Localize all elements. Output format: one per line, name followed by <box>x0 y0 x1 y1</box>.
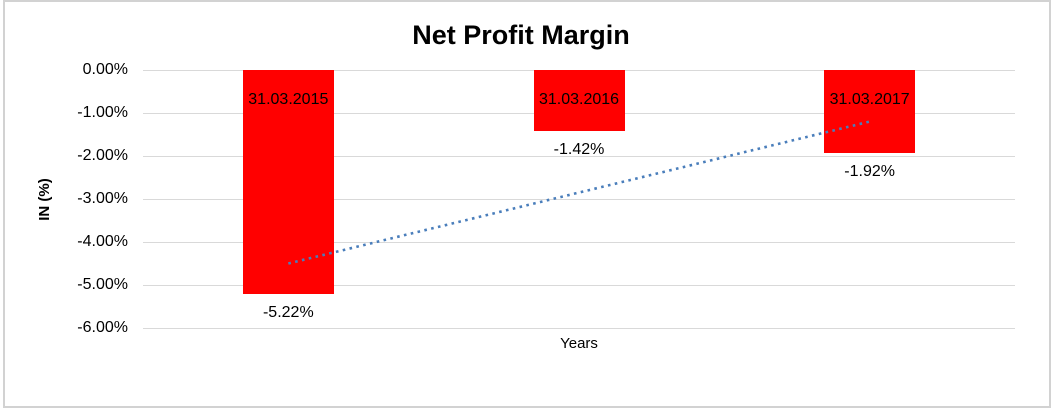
gridline <box>143 285 1015 286</box>
y-tick-label: -6.00% <box>77 319 128 336</box>
y-tick-label: -4.00% <box>77 233 128 250</box>
y-tick-label: -3.00% <box>77 190 128 207</box>
bar-31.03.2017 <box>824 70 916 153</box>
y-tick-label: 0.00% <box>82 61 128 78</box>
data-label: -1.42% <box>553 141 605 159</box>
data-label: -5.22% <box>262 304 314 322</box>
plot-area <box>143 70 1015 329</box>
y-tick-label: -2.00% <box>77 147 128 164</box>
x-axis-title: Years <box>560 335 598 352</box>
y-tick-label: -1.00% <box>77 104 128 121</box>
chart-title: Net Profit Margin <box>412 20 630 50</box>
category-label: 31.03.2017 <box>829 91 910 108</box>
data-label: -1.92% <box>844 162 895 180</box>
y-tick-label: -5.00% <box>77 276 128 293</box>
category-label: 31.03.2016 <box>538 91 620 108</box>
category-label: 31.03.2015 <box>248 91 329 108</box>
gridline <box>143 328 1015 329</box>
